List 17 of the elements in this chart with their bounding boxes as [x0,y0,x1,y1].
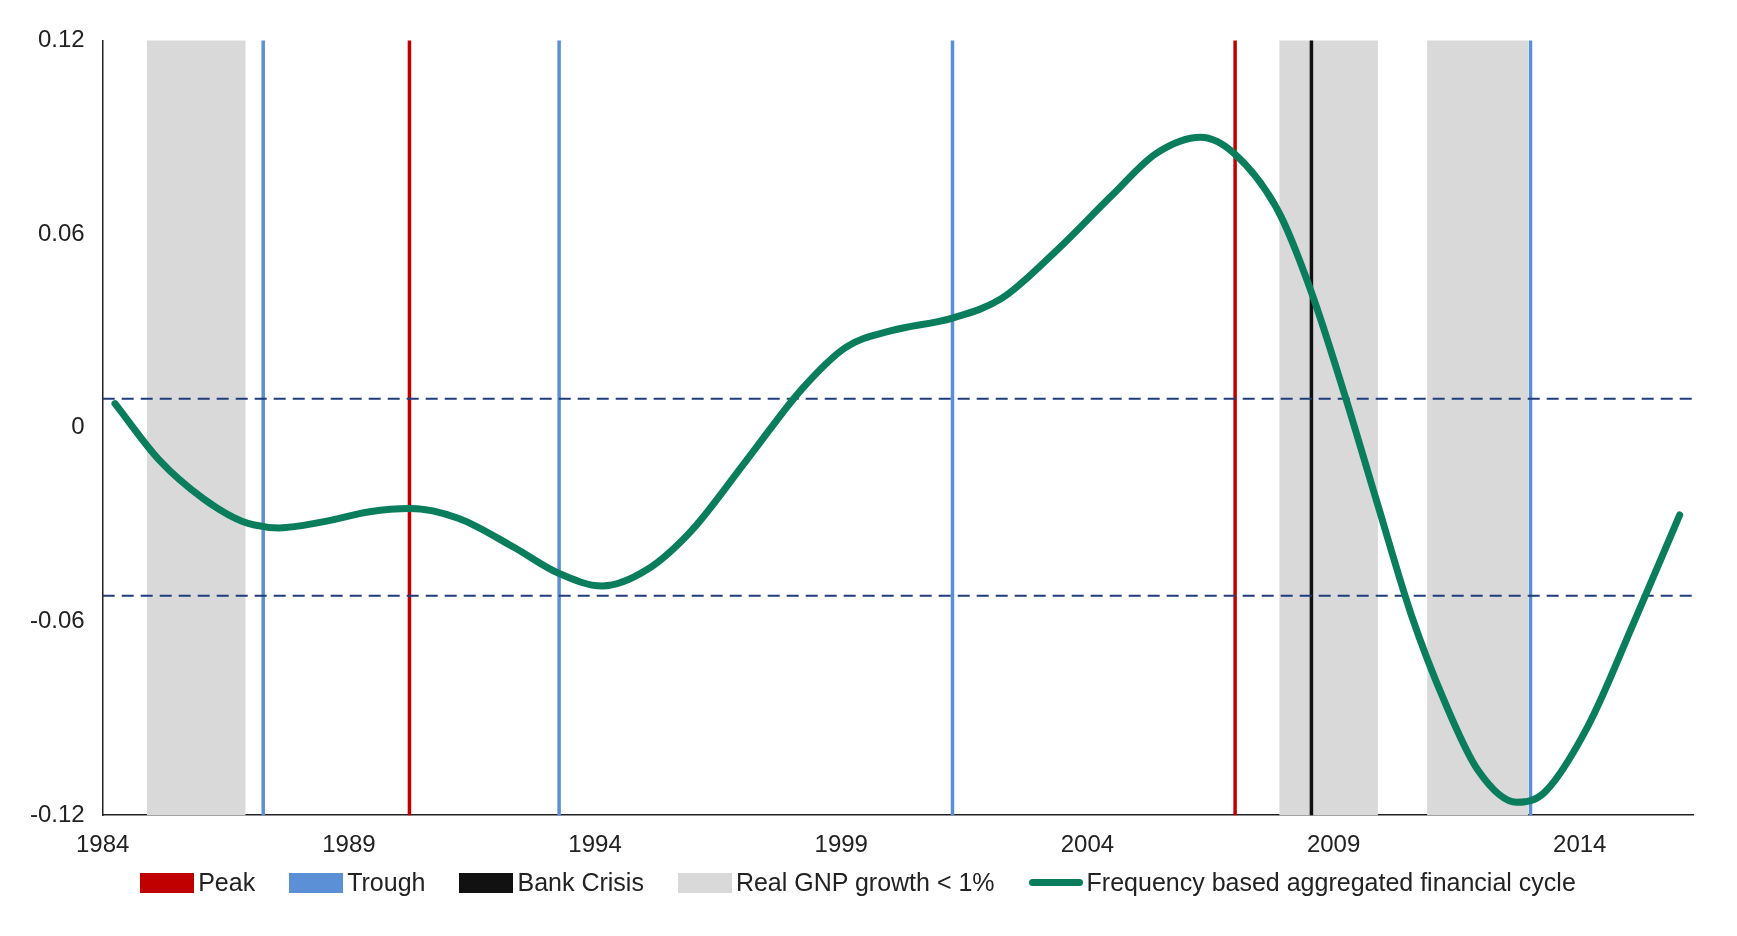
y-tick-label: 0.06 [37,218,85,246]
legend-label: Peak [198,868,256,897]
x-tick-label: 1989 [322,830,376,858]
y-tick-label: -0.12 [30,799,85,827]
legend-label: Trough [347,868,426,897]
x-tick-label: 1994 [568,830,622,858]
y-tick-label: -0.06 [30,606,85,634]
legend-label: Frequency based aggregated financial cycle [1086,868,1576,897]
x-tick-label: 2004 [1060,830,1115,858]
x-tick-label: 1999 [814,830,868,858]
y-tick-label: 0.12 [37,25,85,53]
y-tick-label: 0 [71,412,85,440]
legend-label: Real GNP growth < 1% [735,868,995,897]
x-tick-label: 1984 [76,830,130,858]
x-tick-label: 2009 [1306,830,1361,858]
x-tick-label: 2014 [1553,830,1607,858]
legend-label: Bank Crisis [517,868,644,897]
